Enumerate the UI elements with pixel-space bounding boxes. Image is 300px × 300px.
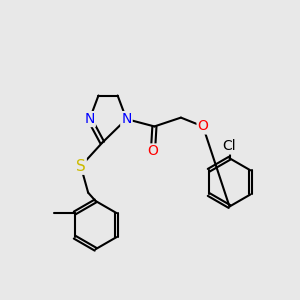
Text: N: N [85, 112, 95, 126]
Text: O: O [198, 119, 208, 134]
Text: O: O [148, 145, 158, 158]
Text: S: S [76, 159, 86, 174]
Text: Cl: Cl [223, 140, 236, 154]
Text: N: N [121, 112, 132, 126]
